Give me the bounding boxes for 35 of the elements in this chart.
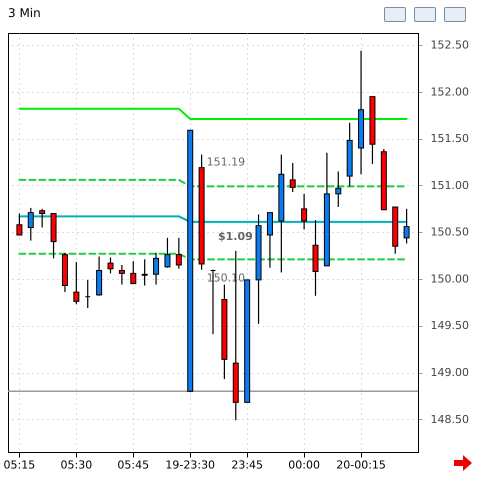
candlestick: [404, 208, 410, 244]
candlestick: [28, 207, 34, 242]
candlestick: [335, 170, 342, 208]
candlestick: [164, 237, 170, 268]
x-tick-label: 19-23:30: [165, 458, 216, 472]
annotation: 151.19: [206, 156, 246, 169]
candlestick: [108, 256, 114, 274]
y-tick-label: 151.00: [430, 178, 469, 192]
x-tick-label: 00:00: [288, 458, 320, 472]
candlestick: [84, 279, 91, 309]
candlestick: [16, 212, 22, 236]
candlestick: [301, 193, 308, 230]
y-tick-label: 150.00: [430, 272, 469, 286]
candlestick: [39, 208, 46, 228]
y-tick-label: 152.00: [430, 85, 469, 98]
y-tick-label: 149.50: [430, 319, 469, 332]
candlestick: [130, 260, 136, 284]
candlestick: [73, 262, 80, 305]
y-tick-label: 148.50: [430, 412, 469, 426]
x-tick-label: 05:30: [60, 458, 92, 472]
candlestick: [153, 252, 160, 286]
candlestick: [118, 264, 125, 286]
x-tick-label: 05:45: [117, 458, 150, 472]
y-tick-label: 149.00: [430, 366, 469, 379]
x-tick-label: 23:45: [231, 458, 264, 472]
y-tick-label: 151.50: [430, 132, 469, 146]
y-tick-label: 152.50: [430, 38, 469, 52]
chart-title: 3 Min: [8, 6, 41, 20]
x-tick-label: 05:15: [4, 458, 36, 472]
candlestick: [176, 237, 182, 270]
candlestick: [266, 212, 273, 268]
y-tick-label: 150.50: [430, 226, 469, 239]
candlestick: [290, 162, 296, 193]
x-tick-label: 20-00:15: [336, 458, 386, 472]
annotation: $1.09: [218, 230, 253, 243]
